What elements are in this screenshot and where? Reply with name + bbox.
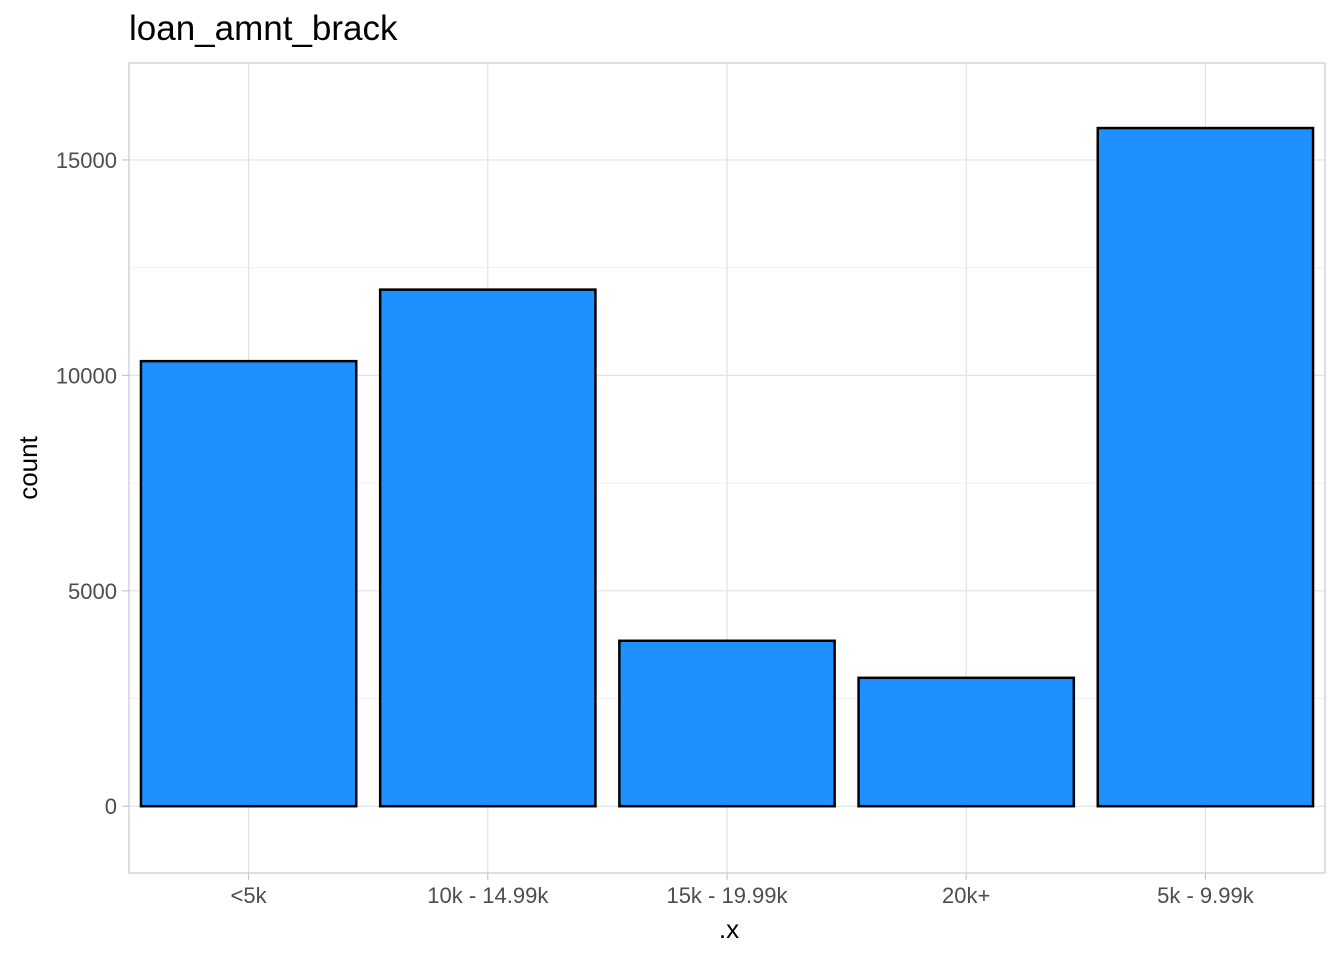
y-axis-ticks: 0 5000 10000 15000 (56, 148, 129, 819)
x-tick-label: 15k - 19.99k (666, 883, 788, 908)
y-tick-label: 0 (105, 794, 117, 819)
x-axis-ticks: <5k 10k - 14.99k 15k - 19.99k 20k+ 5k - 9.99… (231, 873, 1255, 908)
x-axis-title: .x (719, 914, 739, 944)
bar (618, 639, 836, 808)
bars (139, 126, 1315, 808)
y-tick-label: 5000 (68, 579, 117, 604)
bar (139, 359, 358, 808)
bar (378, 288, 597, 808)
x-tick-label: <5k (231, 883, 268, 908)
chart-title: loan_amnt_brack (129, 9, 398, 48)
x-tick-label: 5k - 9.99k (1157, 883, 1255, 908)
y-tick-label: 10000 (56, 363, 117, 388)
bar (857, 676, 1076, 808)
x-tick-label: 10k - 14.99k (427, 883, 549, 908)
x-tick-label: 20k+ (942, 883, 990, 908)
bar (1096, 126, 1315, 808)
y-tick-label: 15000 (56, 148, 117, 173)
y-axis-title: count (13, 435, 43, 499)
